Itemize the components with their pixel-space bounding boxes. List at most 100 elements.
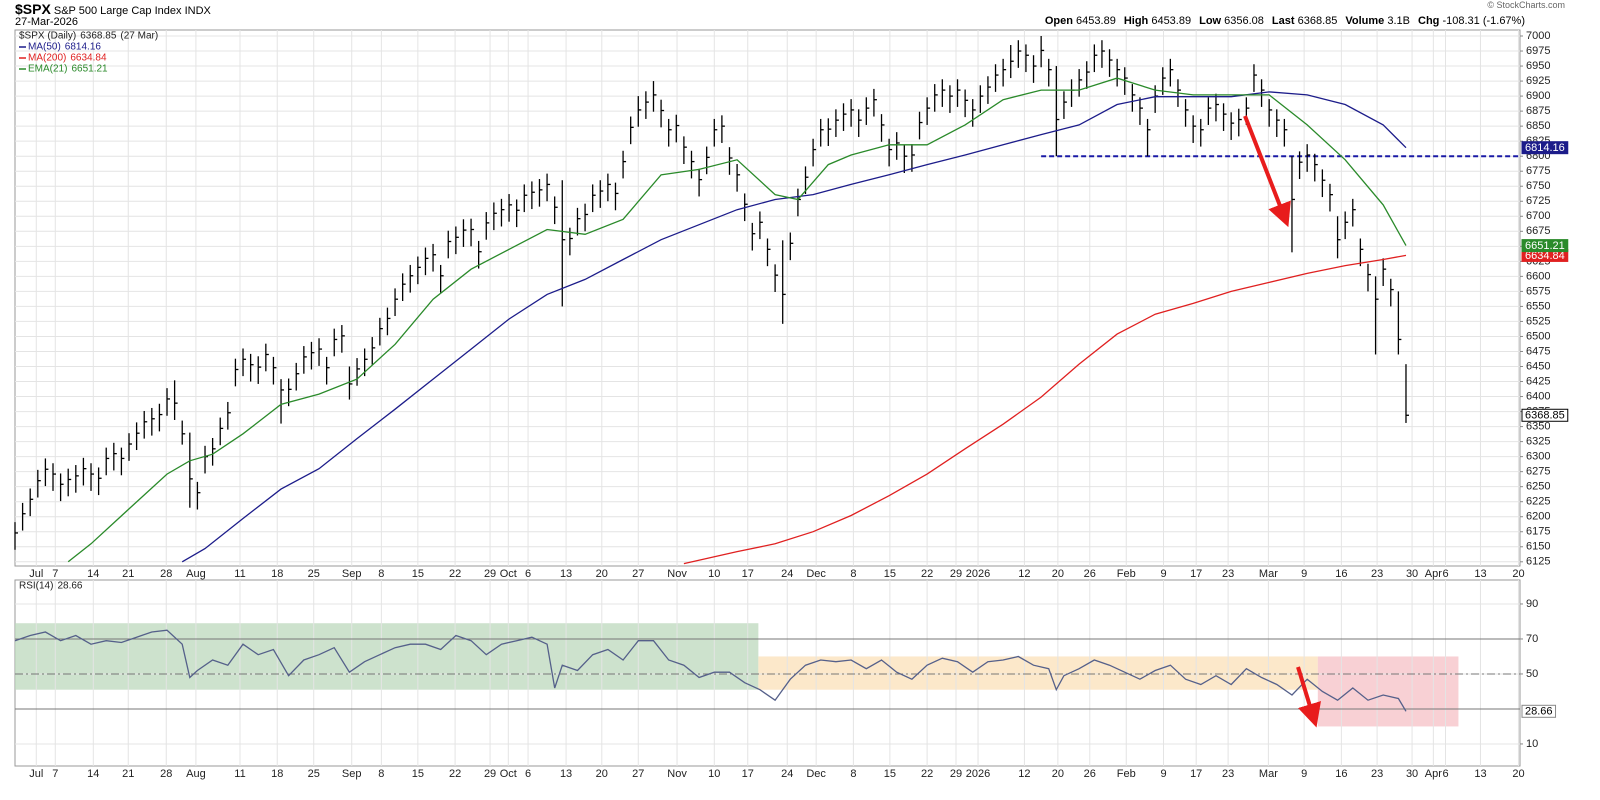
x-tick-label: Oct <box>500 768 517 780</box>
x-tick-label: Aug <box>186 568 206 580</box>
y-tick-label: 6225 <box>1526 496 1550 508</box>
legend-name: MA(50) <box>28 42 61 53</box>
x-tick-label: Aug <box>186 768 206 780</box>
x-tick-label: 14 <box>87 768 99 780</box>
legend-value: 6634.84 <box>70 53 107 64</box>
y-tick-label: 6400 <box>1526 390 1550 402</box>
quote-value: 6453.89 <box>1151 15 1192 27</box>
rsi-zone <box>758 656 1318 690</box>
last-value-label: 6634.84 <box>1525 250 1565 262</box>
x-tick-label: 22 <box>921 768 933 780</box>
y-tick-label: 6150 <box>1526 541 1550 553</box>
quote-value: 3.1B <box>1387 15 1410 27</box>
x-tick-label: 30 <box>1406 568 1418 580</box>
x-tick-label: 12 <box>1018 768 1030 780</box>
x-tick-label: Feb <box>1117 768 1136 780</box>
x-tick-label: 15 <box>412 568 424 580</box>
x-tick-label: 20 <box>1052 768 1064 780</box>
copyright: © StockCharts.com <box>1487 0 1565 10</box>
x-tick-label: Apr <box>1425 768 1442 780</box>
y-tick-label: 6475 <box>1526 345 1550 357</box>
x-tick-label: Jul <box>29 568 43 580</box>
x-tick-label: 8 <box>850 568 856 580</box>
annotation-arrow <box>1243 115 1291 228</box>
y-tick-label: 6875 <box>1526 105 1550 117</box>
y-tick-label: 6775 <box>1526 165 1550 177</box>
x-tick-label: Dec <box>806 768 826 780</box>
legend-name: $SPX (Daily) <box>19 31 76 42</box>
x-tick-label: 20 <box>1512 768 1524 780</box>
legend-value: 6368.85 <box>80 31 117 42</box>
x-tick-label: 26 <box>1084 768 1096 780</box>
last-value-box <box>1521 704 1557 718</box>
x-tick-label: 11 <box>234 768 245 780</box>
x-tick-label: 18 <box>271 568 283 580</box>
last-value-box <box>1521 141 1569 155</box>
x-tick-label: 2026 <box>966 768 990 780</box>
y-tick-label: 6200 <box>1526 511 1550 523</box>
last-value-label: 6651.21 <box>1525 240 1565 252</box>
quote-label: Volume <box>1345 15 1385 27</box>
x-tick-label: 15 <box>884 568 896 580</box>
quote-bar: Open 6453.89 High 6453.89 Low 6356.08 Last … <box>1037 15 1525 27</box>
x-tick-label: 27 <box>632 568 644 580</box>
x-tick-label: 13 <box>1474 568 1486 580</box>
x-tick-label: 22 <box>449 768 461 780</box>
x-tick-label: 29 <box>484 568 496 580</box>
quote-value: 6368.85 <box>1297 15 1338 27</box>
x-tick-label: 24 <box>781 568 793 580</box>
y-tick-label: 6600 <box>1526 270 1550 282</box>
indicator-line <box>67 77 1407 563</box>
x-tick-label: 8 <box>378 568 384 580</box>
y-tick-label: 6575 <box>1526 285 1550 297</box>
x-tick-label: 9 <box>1160 568 1166 580</box>
x-tick-label: 16 <box>1335 568 1347 580</box>
quote-label: Open <box>1044 15 1073 27</box>
x-tick-label: 7 <box>52 568 58 580</box>
x-tick-label: 8 <box>378 768 384 780</box>
x-tick-label: 14 <box>87 568 99 580</box>
legend-name: EMA(21) <box>28 64 67 75</box>
y-tick-label: 6850 <box>1526 120 1550 132</box>
quote-label: Last <box>1271 15 1295 27</box>
last-value-box <box>1521 239 1569 253</box>
x-tick-label: 10 <box>708 768 720 780</box>
x-tick-label: 9 <box>1301 768 1307 780</box>
x-tick-label: 11 <box>234 568 245 580</box>
y-tick-label: 6925 <box>1526 75 1550 87</box>
last-value-label: 6368.85 <box>1525 410 1565 422</box>
x-tick-label: Mar <box>1259 768 1278 780</box>
x-tick-label: 2026 <box>966 568 990 580</box>
y-tick-label: 10 <box>1526 738 1538 750</box>
x-tick-label: 13 <box>1474 768 1486 780</box>
x-tick-label: 20 <box>1512 568 1524 580</box>
x-tick-label: 6 <box>525 568 531 580</box>
x-tick-label: 17 <box>742 768 754 780</box>
x-tick-label: 21 <box>122 768 134 780</box>
x-tick-label: 17 <box>1190 768 1202 780</box>
y-tick-label: 90 <box>1526 598 1538 610</box>
x-tick-label: 9 <box>1301 568 1307 580</box>
x-tick-label: Nov <box>667 568 687 580</box>
x-tick-label: Feb <box>1117 568 1136 580</box>
x-tick-label: 18 <box>271 768 283 780</box>
x-tick-label: 9 <box>1160 768 1166 780</box>
x-tick-label: Apr <box>1425 568 1442 580</box>
panel-frame <box>14 29 1521 567</box>
quote-label: Low <box>1199 15 1222 27</box>
x-tick-label: 25 <box>308 768 320 780</box>
x-tick-label: 30 <box>1406 768 1418 780</box>
y-tick-label: 7000 <box>1526 30 1550 42</box>
x-tick-label: 25 <box>308 568 320 580</box>
header: $SPX S&P 500 Large Cap Index INDX 27-Mar… <box>15 0 1565 29</box>
y-tick-label: 6900 <box>1526 90 1550 102</box>
x-tick-label: 29 <box>950 768 962 780</box>
quote-value: 6356.08 <box>1224 15 1264 27</box>
last-value-box <box>1521 408 1569 422</box>
y-tick-label: 6250 <box>1526 481 1550 493</box>
x-tick-label: 26 <box>1084 568 1096 580</box>
x-tick-label: 28 <box>160 568 172 580</box>
x-tick-label: 17 <box>742 568 754 580</box>
